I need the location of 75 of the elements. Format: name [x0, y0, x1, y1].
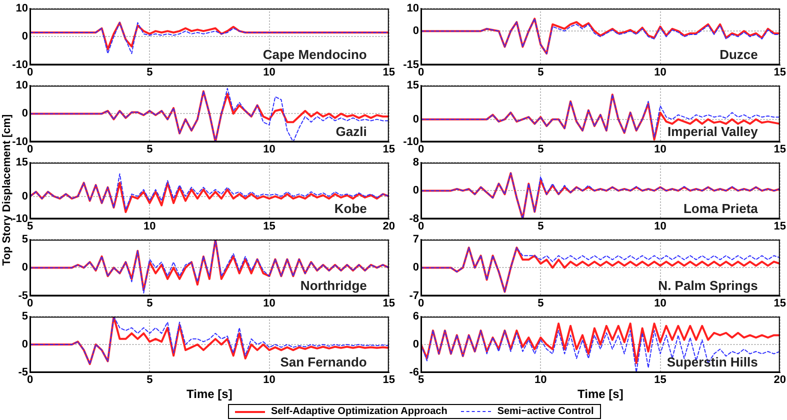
y-tick-label: 0 [412, 262, 419, 274]
x-tick-label: 10 [144, 220, 156, 232]
x-tick-label: 5 [538, 66, 544, 78]
annotation: Superstin Hills [666, 354, 758, 370]
y-tick-label: 5 [22, 310, 28, 323]
y-tick-label: -10 [12, 212, 28, 225]
y-tick-label: 15 [16, 156, 28, 169]
y-tick-label: -10 [403, 136, 419, 148]
annotation: Gazli [336, 124, 367, 139]
y-tick-label: 15 [406, 80, 419, 92]
y-tick-label: -7 [409, 290, 419, 302]
x-tick-label: 20 [382, 220, 396, 232]
x-tick-label: 5 [146, 374, 153, 386]
y-tick-label: 0 [412, 338, 419, 351]
y-tick-label: 10 [16, 80, 28, 92]
annotation: Loma Prieta [683, 200, 759, 216]
x-tick-label: 15 [263, 220, 276, 232]
x-tick-label: 10 [654, 143, 666, 156]
x-tick-label: 10 [263, 297, 276, 310]
annotation: San Fernando [280, 354, 367, 370]
x-tick-label: 10 [654, 220, 666, 232]
y-axis-title: Top Story Displacement [cm] [1, 114, 13, 266]
legend-label: Self-Adaptive Optimization Approach [271, 406, 448, 417]
x-tick-label: 15 [774, 220, 786, 232]
x-tick-label: 5 [538, 220, 544, 232]
y-tick-label: 6 [412, 310, 419, 323]
annotation: N. Palm Springs [658, 278, 758, 293]
y-tick-label: 10 [406, 2, 419, 15]
x-tick-label: 10 [534, 374, 547, 386]
legend-label: Semi−active Control [497, 406, 594, 417]
x-tick-label: 15 [774, 143, 786, 156]
x-tick-label: 5 [146, 143, 153, 156]
y-tick-label: 0 [412, 113, 419, 126]
annotation: Kobe [334, 200, 367, 216]
x-tick-label: 15 [382, 297, 396, 310]
y-tick-label: -10 [12, 58, 28, 71]
x-tick-label: 10 [654, 297, 666, 310]
y-tick-label: -5 [18, 290, 28, 302]
y-tick-label: -10 [12, 136, 28, 148]
y-tick-label: 7 [412, 234, 419, 246]
x-tick-label: 15 [382, 66, 396, 78]
y-tick-label: -6 [409, 366, 419, 378]
y-tick-label: 0 [412, 25, 419, 38]
annotation: Northridge [300, 278, 367, 293]
x-tick-label: 20 [774, 374, 786, 386]
y-tick-label: -5 [18, 366, 28, 378]
y-tick-label: 8 [412, 156, 419, 169]
y-tick-label: 0 [22, 190, 28, 202]
x-axis-title: Time [s] [578, 387, 624, 402]
x-tick-label: 15 [382, 143, 396, 156]
annotation: Imperial Valley [668, 124, 759, 139]
y-tick-label: 0 [22, 108, 28, 120]
y-tick-label: 0 [22, 262, 28, 274]
y-tick-label: 0 [412, 184, 419, 197]
annotation: Duzce [720, 46, 758, 62]
x-tick-label: 10 [263, 374, 276, 386]
y-tick-label: -8 [409, 212, 419, 225]
x-tick-label: 15 [654, 374, 666, 386]
x-tick-label: 15 [382, 374, 396, 386]
y-tick-label: 5 [22, 234, 28, 246]
x-tick-label: 10 [654, 66, 666, 78]
x-tick-label: 5 [146, 66, 153, 78]
x-tick-label: 15 [774, 66, 786, 78]
y-tick-label: 0 [22, 30, 28, 43]
y-tick-label: 0 [22, 338, 28, 351]
x-tick-label: 5 [538, 143, 544, 156]
y-tick-label: -15 [403, 58, 419, 71]
x-tick-label: 15 [774, 297, 786, 310]
y-tick-label: 10 [16, 2, 28, 15]
annotation: Cape Mendocino [262, 46, 367, 62]
x-tick-label: 10 [263, 143, 276, 156]
x-tick-label: 5 [146, 297, 153, 310]
x-axis-title: Time [s] [186, 387, 232, 402]
x-tick-label: 10 [263, 66, 276, 78]
x-tick-label: 5 [538, 297, 544, 310]
